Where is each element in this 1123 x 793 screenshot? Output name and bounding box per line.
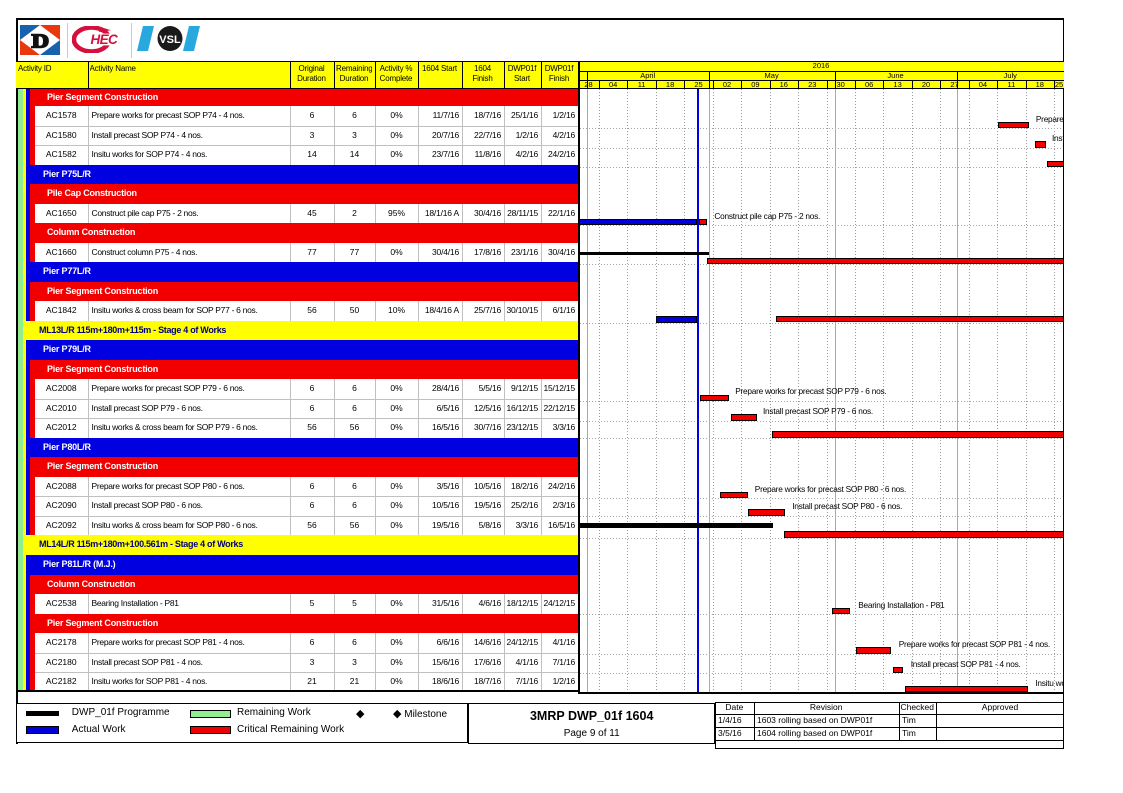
svg-text:VSL: VSL — [159, 34, 181, 46]
svg-text:D: D — [31, 29, 49, 51]
svg-text:HEC: HEC — [91, 32, 119, 47]
